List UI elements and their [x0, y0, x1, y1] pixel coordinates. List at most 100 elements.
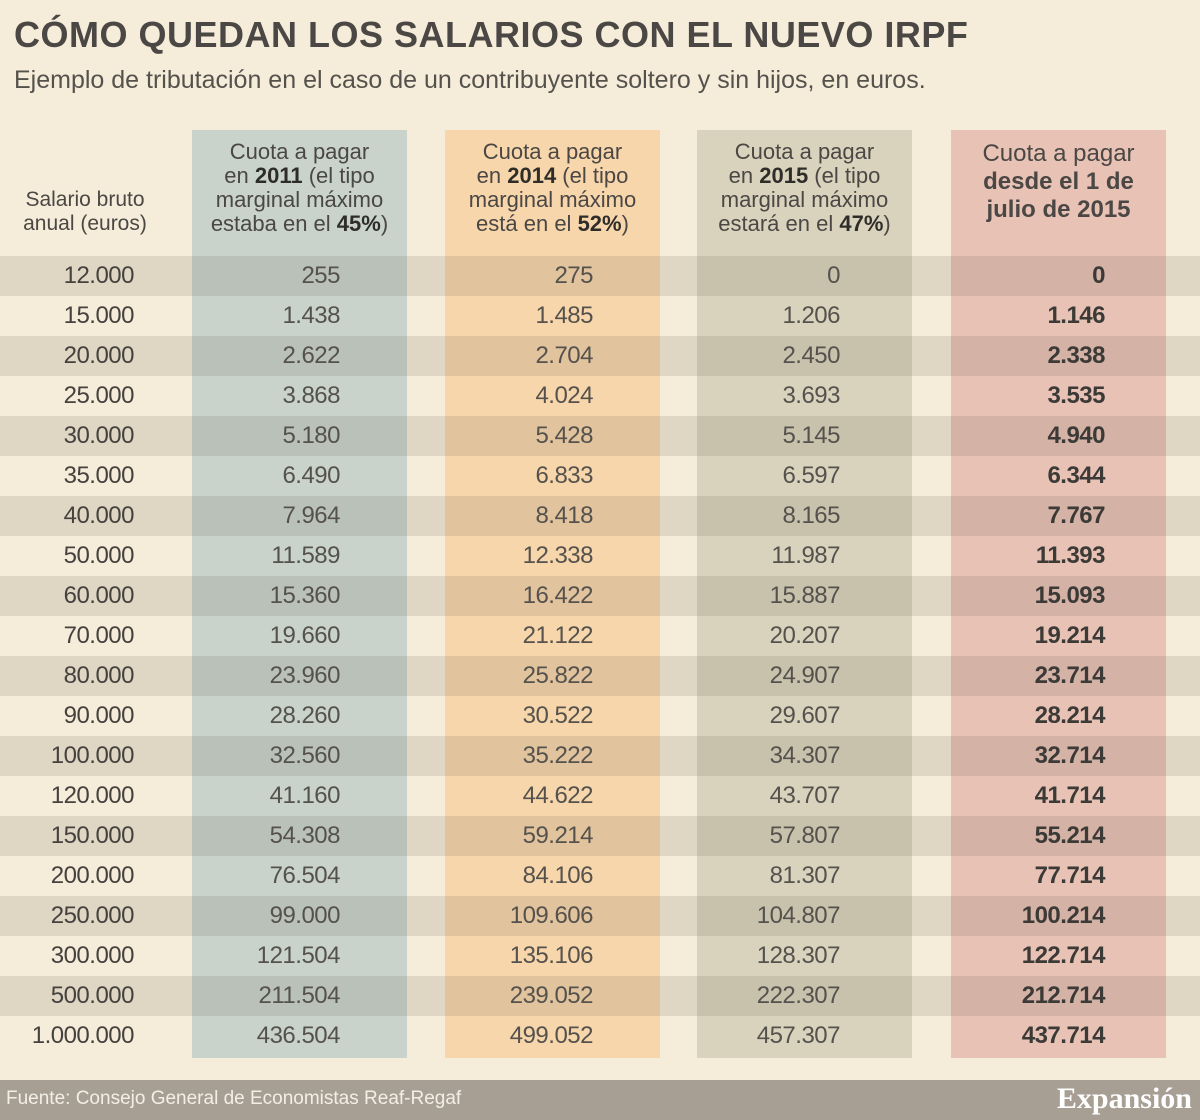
header-2014: Cuota a pagar en 2014 (el tipo marginal má…: [445, 140, 660, 236]
salary-cell: 80.000: [63, 662, 135, 689]
salary-cell: 30.000: [63, 422, 135, 449]
header-line: Cuota a pagar: [734, 139, 875, 164]
table-row: 90.000 28.260 30.522 29.607 28.214: [0, 696, 1200, 736]
value-cell: 122.714: [1021, 942, 1106, 969]
value-cell: 41.160: [269, 782, 341, 809]
value-cell: 0: [827, 262, 840, 289]
salary-cell: 70.000: [63, 622, 135, 649]
value-cell: 32.560: [269, 742, 341, 769]
salary-cell: 200.000: [50, 862, 135, 889]
table-row: 50.000 11.589 12.338 11.987 11.393: [0, 536, 1200, 576]
value-cell: 2.338: [1047, 342, 1105, 369]
value-cell: 6.344: [1047, 462, 1105, 489]
table-row: 250.000 99.000 109.606 104.807 100.214: [0, 896, 1200, 936]
header-line: en 2015 (el tipo: [728, 163, 881, 188]
value-cell: 211.504: [258, 982, 341, 1009]
header-jul-2015: Cuota a pagar desde el 1 de julio de 201…: [951, 140, 1166, 224]
value-cell: 11.393: [1035, 542, 1106, 569]
salary-cell: 12.000: [63, 262, 135, 289]
value-cell: 255: [301, 262, 340, 289]
header-line: Cuota a pagar: [482, 139, 623, 164]
value-cell: 77.714: [1034, 862, 1106, 889]
publisher-logo: Expansión: [1056, 1082, 1192, 1115]
salary-cell: 15.000: [63, 302, 135, 329]
value-cell: 43.707: [769, 782, 841, 809]
table-row: 15.000 1.438 1.485 1.206 1.146: [0, 296, 1200, 336]
value-cell: 6.833: [535, 462, 593, 489]
table-row: 40.000 7.964 8.418 8.165 7.767: [0, 496, 1200, 536]
salary-cell: 40.000: [63, 502, 135, 529]
value-cell: 15.360: [269, 582, 341, 609]
header-line: estará en el 47%): [718, 211, 891, 236]
value-cell: 29.607: [769, 702, 841, 729]
value-cell: 104.807: [756, 902, 841, 929]
value-cell: 99.000: [269, 902, 341, 929]
value-cell: 275: [554, 262, 593, 289]
value-cell: 25.822: [522, 662, 594, 689]
value-cell: 437.714: [1021, 1022, 1106, 1049]
header-jul-2015-line1: Cuota a pagar: [982, 140, 1135, 167]
value-cell: 3.535: [1047, 382, 1105, 409]
salary-cell: 120.000: [50, 782, 135, 809]
value-cell: 2.704: [535, 342, 593, 369]
value-cell: 121.504: [256, 942, 341, 969]
value-cell: 1.206: [782, 302, 840, 329]
value-cell: 28.214: [1034, 702, 1106, 729]
value-cell: 457.307: [756, 1022, 841, 1049]
salary-cell: 100.000: [50, 742, 135, 769]
value-cell: 35.222: [522, 742, 594, 769]
table-row: 200.000 76.504 84.106 81.307 77.714: [0, 856, 1200, 896]
table-row: 60.000 15.360 16.422 15.887 15.093: [0, 576, 1200, 616]
value-cell: 11.589: [271, 542, 340, 569]
value-cell: 212.714: [1021, 982, 1106, 1009]
value-cell: 5.180: [282, 422, 340, 449]
value-cell: 4.024: [535, 382, 593, 409]
header-salary: Salario bruto anual (euros): [0, 188, 170, 236]
value-cell: 32.714: [1034, 742, 1106, 769]
value-cell: 5.145: [782, 422, 840, 449]
chart-subtitle: Ejemplo de tributación en el caso de un …: [14, 66, 926, 94]
value-cell: 109.606: [509, 902, 594, 929]
column-background-2011: [192, 130, 407, 1058]
header-jul-2015-line3: julio de 2015: [986, 196, 1131, 223]
value-cell: 24.907: [769, 662, 841, 689]
value-cell: 128.307: [756, 942, 841, 969]
value-cell: 1.146: [1047, 302, 1105, 329]
salary-cell: 90.000: [63, 702, 135, 729]
salary-cell: 250.000: [50, 902, 135, 929]
header-line: marginal máximo: [720, 187, 889, 212]
value-cell: 0: [1092, 262, 1105, 289]
salary-cell: 300.000: [50, 942, 135, 969]
value-cell: 16.422: [522, 582, 594, 609]
table-row: 30.000 5.180 5.428 5.145 4.940: [0, 416, 1200, 456]
value-cell: 44.622: [522, 782, 594, 809]
value-cell: 6.597: [782, 462, 840, 489]
header-line: marginal máximo: [215, 187, 384, 212]
table-row: 1.000.000 436.504 499.052 457.307 437.714: [0, 1016, 1200, 1056]
value-cell: 6.490: [282, 462, 340, 489]
value-cell: 12.338: [522, 542, 594, 569]
salary-cell: 20.000: [63, 342, 135, 369]
value-cell: 20.207: [769, 622, 841, 649]
header-line: en 2014 (el tipo: [476, 163, 629, 188]
header-2011: Cuota a pagar en 2011 (el tipo marginal má…: [192, 140, 407, 236]
value-cell: 5.428: [535, 422, 593, 449]
table-row: 25.000 3.868 4.024 3.693 3.535: [0, 376, 1200, 416]
salary-cell: 150.000: [50, 822, 135, 849]
value-cell: 55.214: [1034, 822, 1106, 849]
value-cell: 3.868: [282, 382, 340, 409]
value-cell: 4.940: [1047, 422, 1105, 449]
value-cell: 7.964: [282, 502, 340, 529]
value-cell: 436.504: [256, 1022, 341, 1049]
value-cell: 499.052: [509, 1022, 594, 1049]
header-line: en 2011 (el tipo: [224, 163, 375, 188]
header-line: marginal máximo: [468, 187, 637, 212]
table-row: 12.000 255 275 0 0: [0, 256, 1200, 296]
table-row: 100.000 32.560 35.222 34.307 32.714: [0, 736, 1200, 776]
table-row: 35.000 6.490 6.833 6.597 6.344: [0, 456, 1200, 496]
value-cell: 3.693: [782, 382, 840, 409]
value-cell: 28.260: [269, 702, 341, 729]
value-cell: 100.214: [1021, 902, 1106, 929]
value-cell: 8.418: [535, 502, 593, 529]
value-cell: 11.987: [771, 542, 840, 569]
